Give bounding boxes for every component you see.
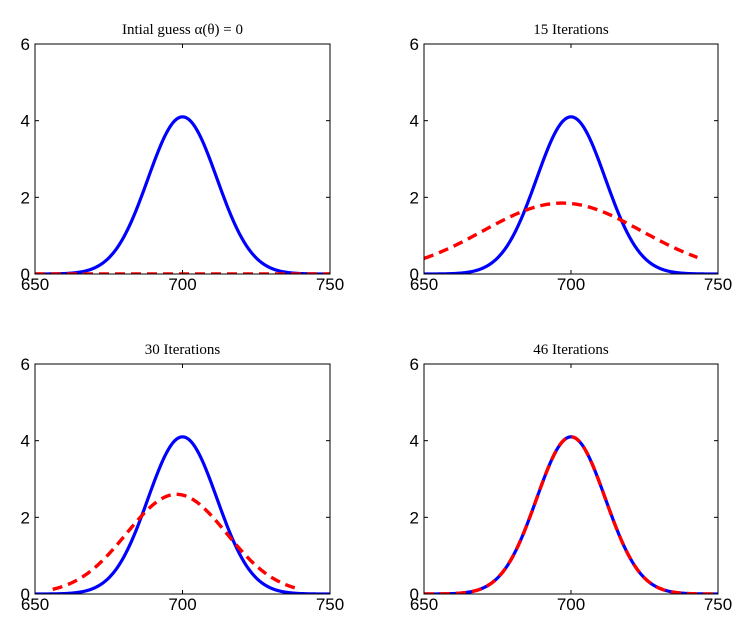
chart-title: 30 Iterations xyxy=(145,342,221,358)
x-tick-label-650: 650 xyxy=(21,595,49,614)
true-series-line xyxy=(35,115,330,274)
x-tick-label-650: 650 xyxy=(410,595,438,614)
y-tick-label-4: 4 xyxy=(21,432,30,451)
chart-title: Intial guess α(θ) = 0 xyxy=(122,22,243,38)
y-tick-label-0: 0 xyxy=(21,265,30,284)
x-tick-label-750: 750 xyxy=(316,595,344,614)
y-tick-label-6: 6 xyxy=(410,35,419,54)
series-group xyxy=(424,435,718,594)
y-tick-label-0: 0 xyxy=(21,585,30,604)
x-tick-label-650: 650 xyxy=(21,275,49,294)
true-series-line xyxy=(424,115,718,274)
x-tick-label-700: 700 xyxy=(557,275,585,294)
y-tick-label-0: 0 xyxy=(410,265,419,284)
series-group xyxy=(35,115,330,274)
chart-panel-1: Intial guess α(θ) = 0 650 700 750 0 2 4 6 xyxy=(21,22,345,294)
chart-title: 15 Iterations xyxy=(533,22,609,38)
chart-title: 46 Iterations xyxy=(533,342,609,358)
y-tick-label-6: 6 xyxy=(410,355,419,374)
y-tick-label-2: 2 xyxy=(21,188,30,207)
y-tick-label-6: 6 xyxy=(21,35,30,54)
y-tick-label-2: 2 xyxy=(410,188,419,207)
chart-panel-3: 30 Iterations 650 700 750 0 2 4 6 xyxy=(21,342,345,614)
estimate-series-line xyxy=(424,435,718,594)
chart-panel-2: 15 Iterations 650 700 750 0 2 4 6 xyxy=(410,22,733,294)
series-group xyxy=(35,435,330,594)
chart-panel-4: 46 Iterations 650 700 750 0 2 4 6 xyxy=(410,342,733,614)
x-tick-label-650: 650 xyxy=(410,275,438,294)
x-tick-label-750: 750 xyxy=(704,595,732,614)
y-tick-label-4: 4 xyxy=(410,112,419,131)
y-tick-label-2: 2 xyxy=(410,508,419,527)
x-tick-label-750: 750 xyxy=(704,275,732,294)
true-series-line xyxy=(35,435,330,594)
series-group xyxy=(424,115,718,274)
y-tick-label-4: 4 xyxy=(21,112,30,131)
x-tick-label-700: 700 xyxy=(168,275,196,294)
estimate-series-line xyxy=(52,492,302,591)
estimate-series-line xyxy=(424,201,698,261)
y-tick-label-4: 4 xyxy=(410,432,419,451)
x-tick-label-750: 750 xyxy=(316,275,344,294)
x-tick-label-700: 700 xyxy=(168,595,196,614)
y-tick-label-0: 0 xyxy=(410,585,419,604)
y-tick-label-2: 2 xyxy=(21,508,30,527)
x-tick-label-700: 700 xyxy=(557,595,585,614)
y-tick-label-6: 6 xyxy=(21,355,30,374)
